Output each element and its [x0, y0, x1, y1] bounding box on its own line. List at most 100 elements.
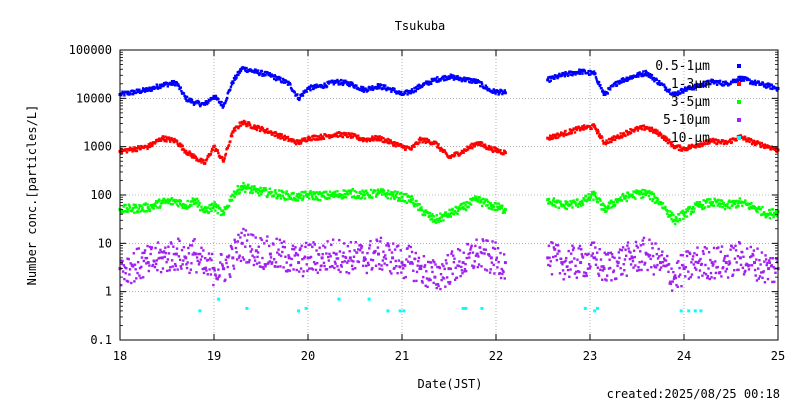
data-point [412, 269, 415, 272]
data-point [740, 79, 743, 83]
data-point [463, 267, 467, 271]
data-point [248, 122, 251, 125]
data-point [589, 73, 592, 76]
data-point [708, 141, 711, 144]
data-point [400, 90, 403, 94]
data-point [595, 129, 598, 132]
data-point [553, 200, 557, 203]
data-point [609, 140, 612, 144]
data-point [466, 148, 470, 151]
data-point [664, 139, 668, 143]
data-point [220, 100, 223, 104]
data-point [146, 261, 150, 265]
data-point [286, 80, 289, 84]
data-point [383, 140, 386, 144]
data-point [328, 135, 332, 139]
data-point [298, 139, 302, 142]
data-point [314, 195, 318, 199]
x-tick-label: 25 [771, 349, 785, 363]
data-point [205, 102, 209, 106]
data-point [372, 139, 375, 142]
data-point [237, 188, 240, 191]
data-point [495, 258, 498, 262]
data-point [365, 189, 368, 192]
data-point [699, 84, 703, 87]
data-point [385, 87, 389, 91]
data-point [299, 247, 302, 250]
data-point [294, 197, 297, 201]
data-point [150, 89, 154, 92]
data-point [554, 254, 557, 258]
data-point [620, 134, 623, 138]
data-point [763, 211, 766, 214]
data-point [774, 147, 778, 150]
data-point [719, 199, 722, 202]
data-point [234, 191, 237, 194]
data-point [763, 143, 767, 146]
data-point [420, 206, 423, 209]
data-point [279, 194, 282, 197]
data-point [242, 181, 245, 185]
data-point [134, 268, 137, 271]
data-point [338, 195, 342, 198]
data-point [712, 246, 716, 250]
data-point [644, 126, 647, 129]
data-point [706, 141, 710, 145]
data-point [343, 260, 346, 263]
data-point [302, 195, 305, 198]
data-point [327, 134, 331, 137]
data-point [173, 84, 177, 87]
data-point [154, 200, 158, 203]
data-point [153, 265, 157, 269]
data-point [299, 267, 303, 270]
data-point [376, 188, 380, 191]
data-point [256, 191, 260, 195]
data-point [621, 77, 625, 80]
data-point [236, 71, 240, 74]
data-point [625, 274, 628, 277]
data-point [559, 200, 562, 203]
data-point [379, 83, 383, 87]
data-point [351, 187, 354, 191]
data-point [309, 89, 312, 92]
data-point [563, 132, 566, 135]
data-point [461, 202, 464, 205]
data-point [397, 90, 401, 93]
data-point [149, 141, 152, 145]
data-point [332, 251, 335, 255]
data-point [559, 74, 563, 78]
data-point [436, 218, 440, 222]
data-point [480, 251, 484, 255]
data-point [655, 266, 658, 269]
data-point [395, 92, 398, 95]
data-point [205, 157, 209, 160]
data-point [625, 129, 628, 133]
data-point [161, 200, 165, 203]
data-point [124, 203, 127, 207]
data-point [718, 271, 722, 274]
data-point [212, 283, 215, 287]
data-point [412, 90, 416, 93]
data-point [647, 255, 651, 258]
data-point [576, 269, 580, 273]
data-point [164, 199, 168, 202]
data-point [734, 244, 737, 247]
data-point [624, 254, 628, 257]
data-point [567, 204, 570, 207]
data-point [556, 76, 560, 79]
data-point [746, 263, 749, 266]
data-point [120, 283, 123, 287]
data-point [410, 195, 414, 198]
data-point [733, 78, 737, 82]
data-point [214, 96, 217, 99]
data-point [639, 244, 643, 247]
data-point [120, 94, 123, 97]
data-point [130, 210, 134, 213]
data-point [729, 82, 732, 86]
data-point [179, 86, 182, 89]
data-point [647, 253, 650, 256]
data-point [319, 83, 323, 87]
data-point [639, 190, 643, 194]
data-point [547, 76, 551, 79]
data-point [125, 148, 128, 151]
